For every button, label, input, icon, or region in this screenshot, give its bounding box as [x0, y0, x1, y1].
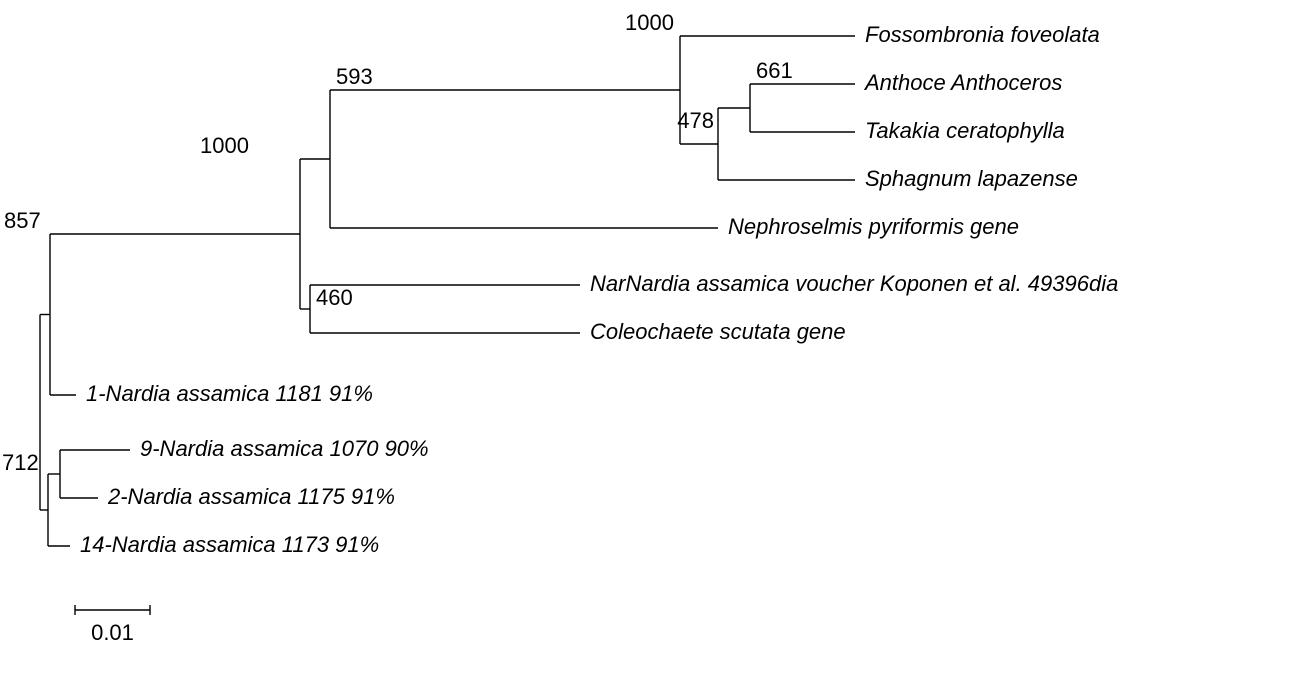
- phylogenetic-tree: Fossombronia foveolata Anthoce Anthoceros…: [0, 0, 1307, 694]
- leaf-label: Sphagnum lapazense: [865, 166, 1078, 191]
- bootstrap-label: 661: [756, 58, 793, 83]
- leaf-label: 1-Nardia assamica 1181 91%: [86, 381, 373, 406]
- leaf-label: Takakia ceratophylla: [865, 118, 1065, 143]
- leaf-label: Anthoce Anthoceros: [863, 70, 1062, 95]
- bootstrap-label: 460: [316, 285, 353, 310]
- leaf-label: Fossombronia foveolata: [865, 22, 1100, 47]
- leaf-label: Nephroselmis pyriformis gene: [728, 214, 1019, 239]
- bootstrap-label: 1000: [200, 133, 249, 158]
- leaf-label: Coleochaete scutata gene: [590, 319, 846, 344]
- bootstrap-label: 1000: [625, 10, 674, 35]
- leaf-label: 9-Nardia assamica 1070 90%: [140, 436, 429, 461]
- leaf-label: 14-Nardia assamica 1173 91%: [80, 532, 379, 557]
- leaf-label: 2-Nardia assamica 1175 91%: [107, 484, 395, 509]
- bootstrap-label: 478: [677, 108, 714, 133]
- scale-bar-label: 0.01: [91, 620, 134, 645]
- bootstrap-label: 712: [2, 450, 39, 475]
- leaf-label: NarNardia assamica voucher Koponen et al…: [590, 271, 1118, 296]
- bootstrap-label: 593: [336, 64, 373, 89]
- bootstrap-label: 857: [4, 208, 41, 233]
